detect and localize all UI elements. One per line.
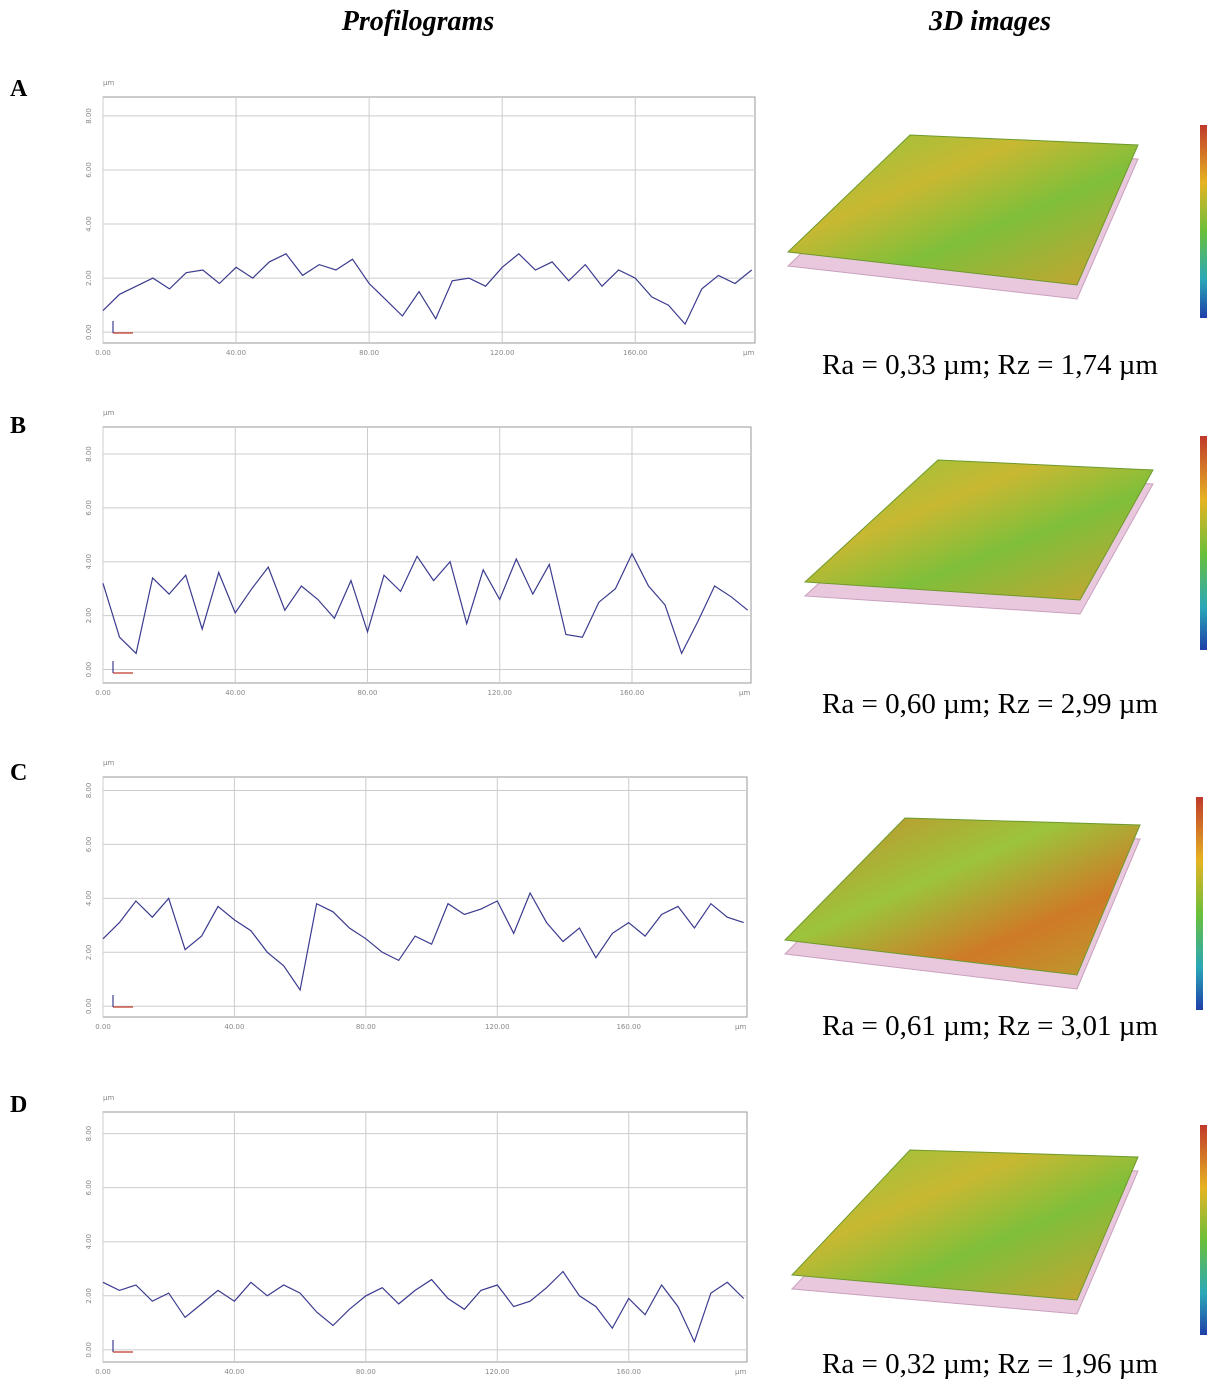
y-tick-label: 2.00 — [85, 270, 93, 286]
panel-label: C — [10, 760, 27, 786]
x-tick-label: 160.00 — [620, 689, 645, 697]
y-tick-label: 0.00 — [85, 1342, 93, 1358]
panel-label: D — [10, 1092, 27, 1118]
roughness-caption: Ra = 0,60 µm; Rz = 2,99 µm — [822, 688, 1158, 720]
y-tick-label: 8.00 — [85, 108, 93, 124]
x-tick-label: 80.00 — [359, 349, 379, 357]
x-tick-label: 0.00 — [95, 689, 111, 697]
plot-frame — [102, 776, 748, 1018]
x-tick-label: 40.00 — [225, 689, 245, 697]
roughness-caption: Ra = 0,61 µm; Rz = 3,01 µm — [822, 1010, 1158, 1042]
profile-line — [102, 891, 744, 992]
surface-3d — [786, 134, 1139, 286]
y-tick-label: 6.00 — [85, 1180, 93, 1196]
y-tick-label: 0.00 — [85, 998, 93, 1014]
y-tick-label: 4.00 — [85, 554, 93, 570]
color-scale — [1200, 125, 1207, 318]
x-unit: µm — [735, 1368, 746, 1376]
y-tick-label: 0.00 — [85, 662, 93, 678]
x-unit: µm — [739, 689, 750, 697]
x-tick-label: 120.00 — [487, 689, 512, 697]
x-tick-label: 80.00 — [356, 1023, 376, 1031]
x-tick-label: 80.00 — [356, 1368, 376, 1376]
plot-frame — [102, 96, 756, 344]
y-tick-label: 8.00 — [85, 446, 93, 462]
y-tick-label: 6.00 — [85, 162, 93, 178]
y-tick-label: 0.00 — [85, 324, 93, 340]
x-tick-label: 40.00 — [226, 349, 246, 357]
plot-frame — [102, 1111, 748, 1363]
x-unit: µm — [735, 1023, 746, 1031]
profile-line — [102, 552, 749, 655]
roughness-caption: Ra = 0,33 µm; Rz = 1,74 µm — [822, 349, 1158, 381]
y-unit: µm — [103, 759, 114, 767]
y-tick-label: 4.00 — [85, 891, 93, 907]
panel-label: B — [10, 413, 26, 439]
x-tick-label: 160.00 — [616, 1023, 641, 1031]
x-tick-label: 0.00 — [95, 349, 111, 357]
y-unit: µm — [103, 79, 114, 87]
surface-3d — [783, 817, 1141, 976]
y-unit: µm — [103, 1094, 114, 1102]
column-header: 3D images — [928, 6, 1051, 37]
x-tick-label: 40.00 — [224, 1368, 244, 1376]
x-tick-label: 0.00 — [95, 1023, 111, 1031]
x-unit: µm — [743, 349, 754, 357]
x-tick-label: 80.00 — [357, 689, 377, 697]
x-tick-label: 0.00 — [95, 1368, 111, 1376]
y-tick-label: 2.00 — [85, 608, 93, 624]
panel-label: A — [10, 76, 28, 102]
surface-3d — [803, 459, 1154, 601]
x-tick-label: 40.00 — [224, 1023, 244, 1031]
y-tick-label: 6.00 — [85, 837, 93, 853]
profile-line — [102, 1270, 745, 1344]
x-tick-label: 160.00 — [623, 349, 648, 357]
x-tick-label: 120.00 — [490, 349, 515, 357]
y-tick-label: 2.00 — [85, 944, 93, 960]
y-tick-label: 8.00 — [85, 1126, 93, 1142]
profile-line — [102, 252, 753, 326]
color-scale — [1200, 436, 1207, 650]
column-header: Profilograms — [341, 6, 495, 37]
y-tick-label: 4.00 — [85, 1234, 93, 1250]
color-scale — [1196, 797, 1203, 1010]
x-tick-label: 160.00 — [616, 1368, 641, 1376]
color-scale — [1200, 1125, 1207, 1335]
x-tick-label: 120.00 — [485, 1023, 510, 1031]
y-tick-label: 4.00 — [85, 216, 93, 232]
y-tick-label: 2.00 — [85, 1288, 93, 1304]
plot-frame — [102, 426, 752, 684]
y-unit: µm — [103, 409, 114, 417]
y-tick-label: 6.00 — [85, 500, 93, 516]
roughness-caption: Ra = 0,32 µm; Rz = 1,96 µm — [822, 1348, 1158, 1380]
x-tick-label: 120.00 — [485, 1368, 510, 1376]
surface-3d — [790, 1149, 1139, 1301]
y-tick-label: 8.00 — [85, 783, 93, 799]
